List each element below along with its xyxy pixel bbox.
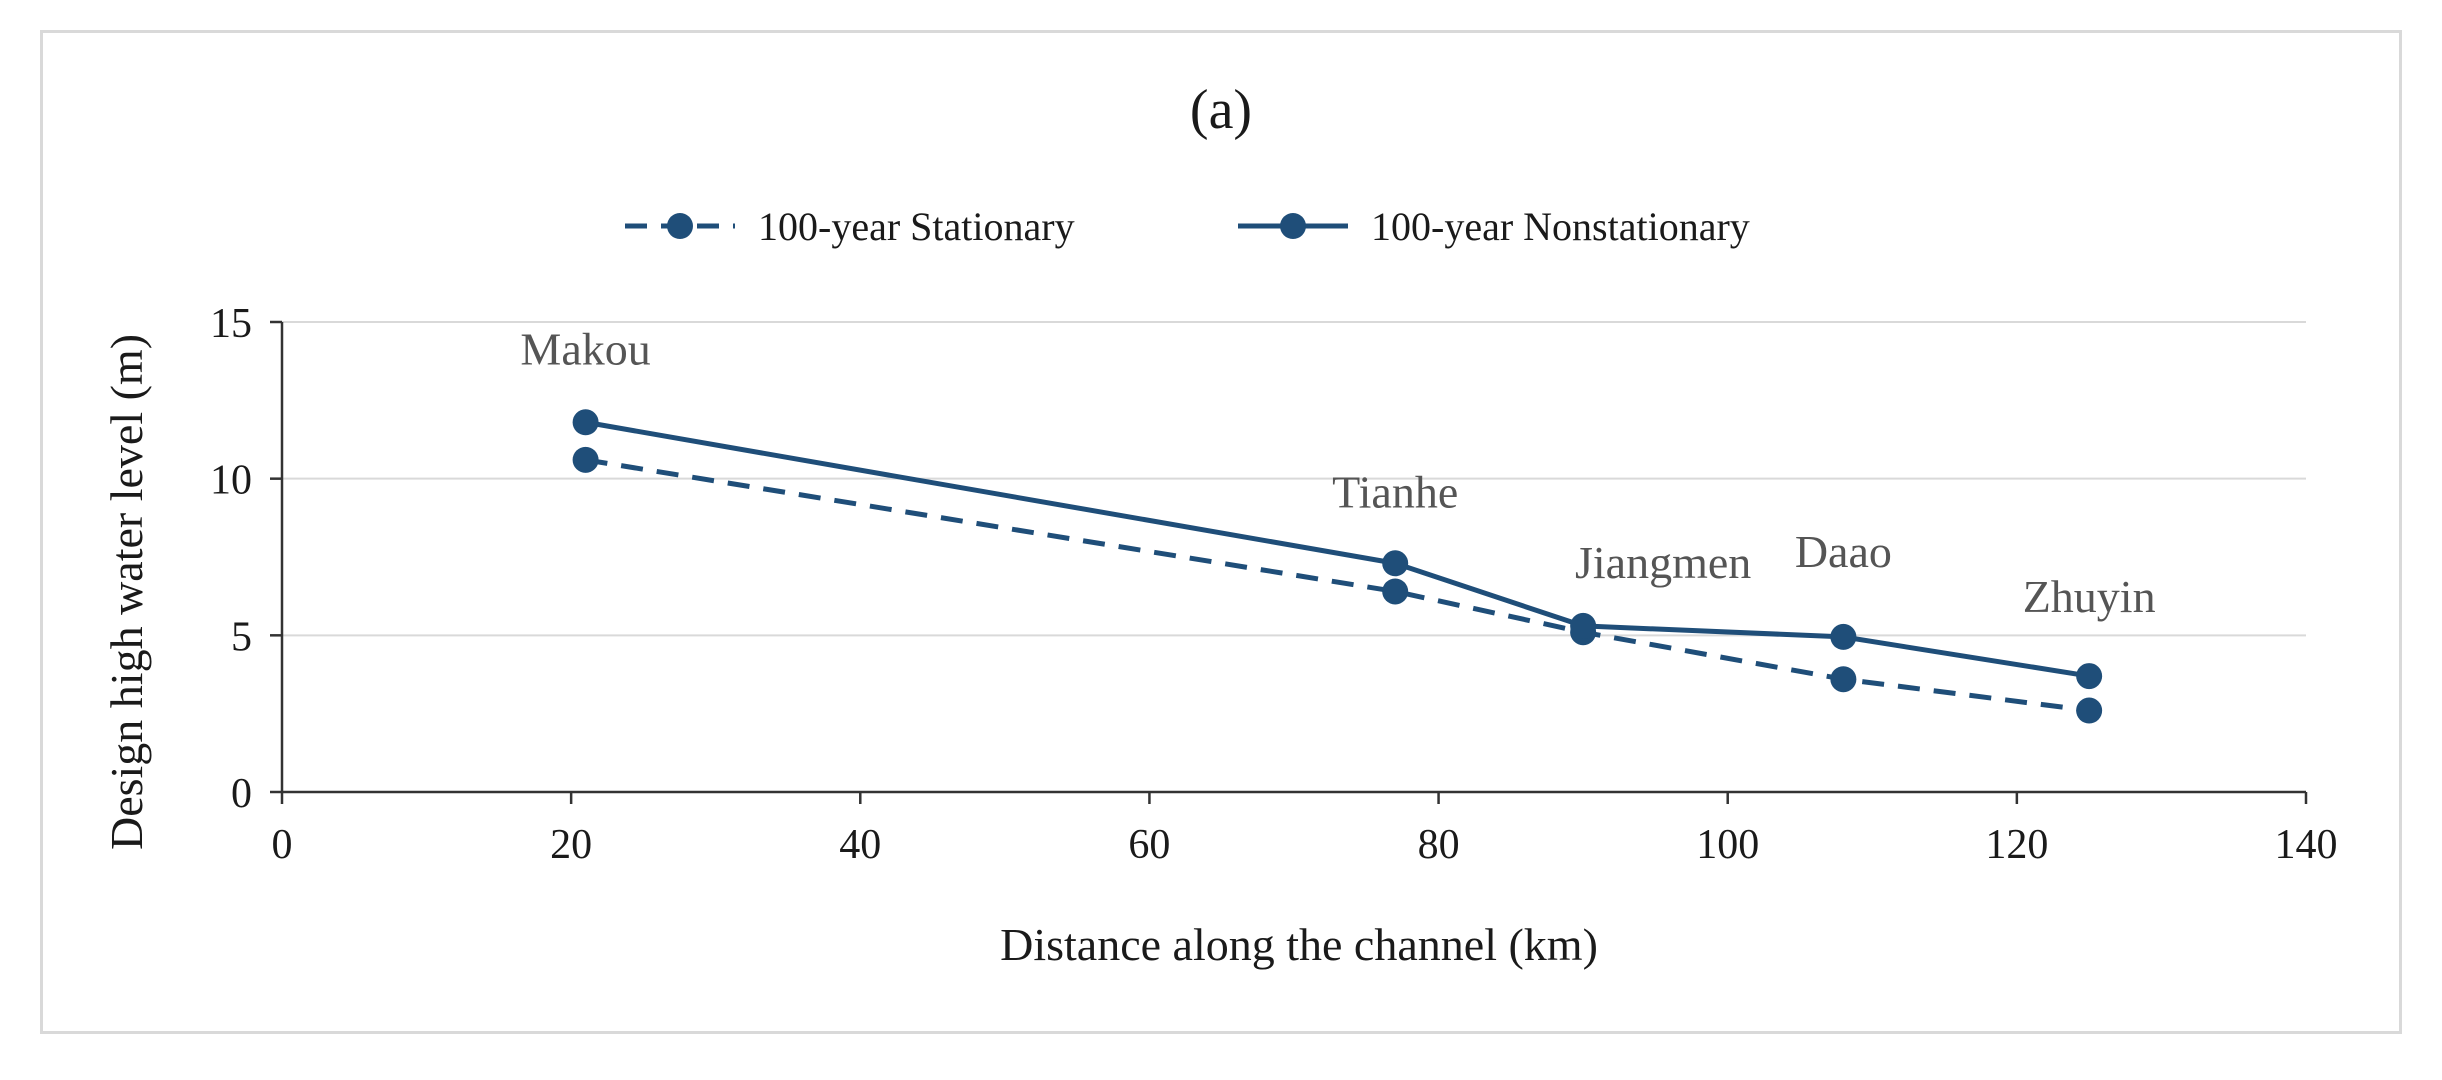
- tick-labels: 0 20 40 60 80 100 120 140 0 5 10 15: [210, 301, 2338, 868]
- x-tick-label-0: 0: [272, 822, 293, 868]
- station-label-makou: Makou: [520, 323, 650, 374]
- x-tick-label-40: 40: [839, 822, 881, 868]
- x-axis-label: Distance along the channel (km): [1000, 919, 1598, 970]
- point-nonstationary-3: [1830, 623, 1857, 650]
- y-tick-label-5: 5: [231, 614, 252, 660]
- point-nonstationary-0: [572, 409, 599, 436]
- point-stationary-1: [1382, 578, 1409, 605]
- y-tick-label-0: 0: [231, 771, 252, 817]
- series: [572, 409, 2103, 724]
- station-label-tianhe: Tianhe: [1332, 466, 1458, 517]
- point-nonstationary-2: [1570, 612, 1597, 639]
- x-tick-label-140: 140: [2275, 822, 2338, 868]
- legend-label-nonstationary: 100-year Nonstationary: [1371, 204, 1750, 249]
- x-tick-label-100: 100: [1696, 822, 1759, 868]
- gridlines: [282, 321, 2306, 637]
- y-axis-label: Design high water level (m): [101, 334, 152, 850]
- point-nonstationary-4: [2076, 663, 2103, 690]
- x-tick-label-60: 60: [1128, 822, 1170, 868]
- legend-marker-stationary: [667, 213, 693, 239]
- point-stationary-4: [2076, 697, 2103, 724]
- x-tick-label-120: 120: [1985, 822, 2048, 868]
- y-tick-label-10: 10: [210, 458, 252, 504]
- x-tick-label-20: 20: [550, 822, 592, 868]
- point-nonstationary-1: [1382, 550, 1409, 577]
- point-stationary-0: [572, 446, 599, 473]
- station-label-jiangmen: Jiangmen: [1575, 537, 1751, 588]
- legend-marker-nonstationary: [1280, 213, 1306, 239]
- point-stationary-3: [1830, 666, 1857, 693]
- chart-title: (a): [1190, 79, 1252, 141]
- station-annotations: Makou Tianhe Jiangmen Daao Zhuyin: [520, 323, 2155, 622]
- legend: 100-year Stationary 100-year Nonstationa…: [625, 204, 1750, 249]
- station-label-zhuyin: Zhuyin: [2023, 571, 2156, 622]
- axes: [270, 320, 2308, 804]
- y-tick-label-15: 15: [210, 301, 252, 347]
- x-tick-label-80: 80: [1418, 822, 1460, 868]
- legend-label-stationary: 100-year Stationary: [758, 204, 1075, 249]
- station-label-daao: Daao: [1795, 526, 1892, 577]
